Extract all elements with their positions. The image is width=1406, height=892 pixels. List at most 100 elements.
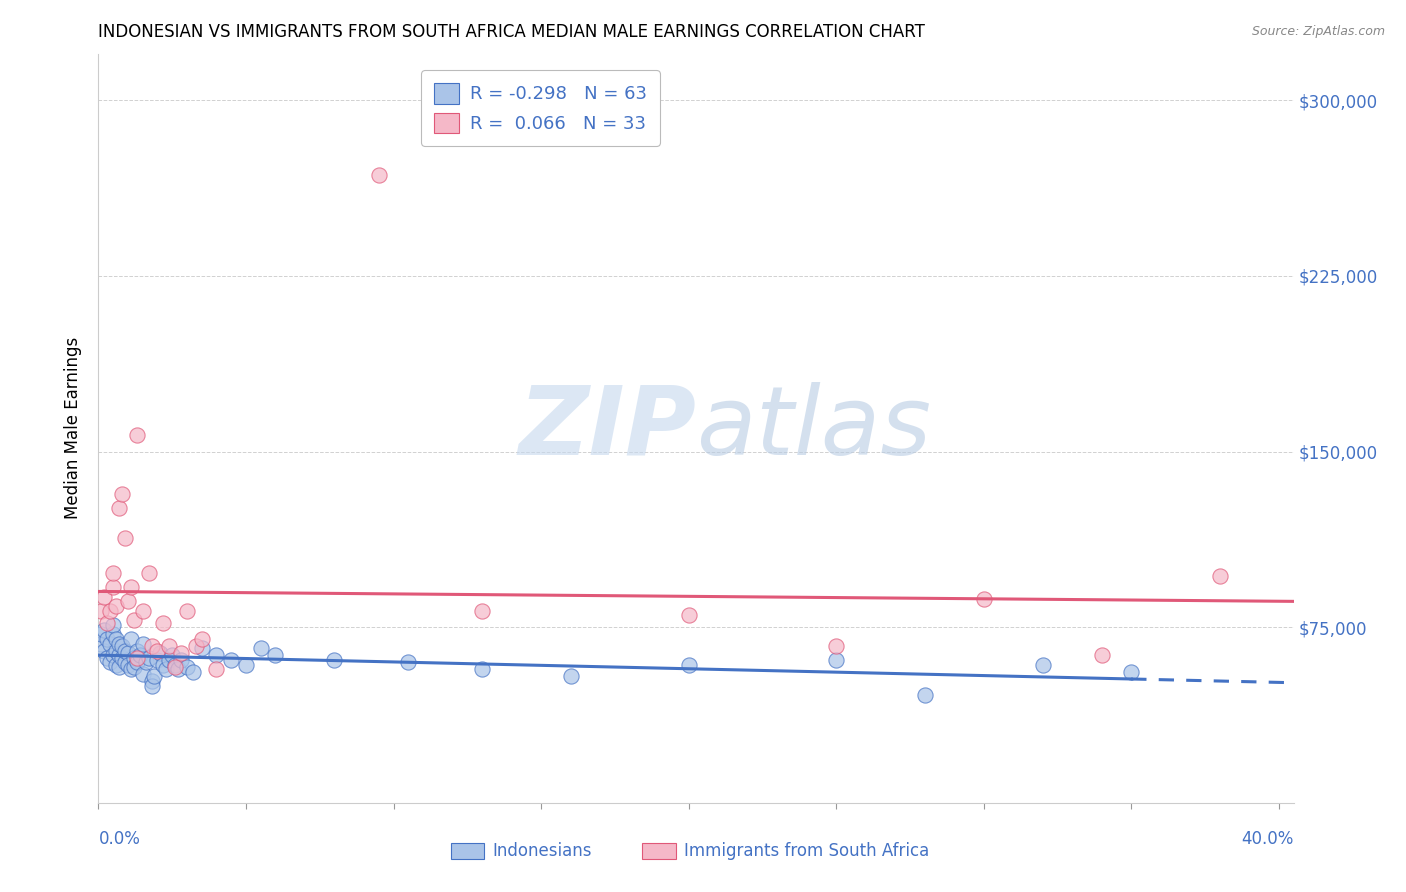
Point [108,660,131,674]
Point [678,657,700,672]
Point [152,657,174,672]
Point [93,643,115,657]
Point [101,566,124,581]
Point [111,650,134,665]
Point [108,500,131,515]
Point [138,566,160,581]
Text: ZIP: ZIP [517,382,696,475]
Point [235,657,257,672]
Point [114,531,136,545]
Point [122,660,145,674]
Point [152,615,174,630]
Point [471,604,494,618]
Point [111,487,134,501]
Point [93,623,115,637]
Point [219,653,242,667]
Text: Immigrants from South Africa: Immigrants from South Africa [685,842,929,860]
Point [1032,657,1054,672]
Point [105,599,128,614]
Point [973,592,995,607]
Point [1121,665,1143,679]
Point [181,665,204,679]
Point [122,650,145,665]
Point [1209,568,1232,582]
Point [190,632,212,646]
Point [825,653,848,667]
Text: Source: ZipAtlas.com: Source: ZipAtlas.com [1251,25,1385,38]
Point [146,643,169,657]
Point [264,648,287,663]
Point [367,169,389,183]
Point [111,639,134,653]
Point [120,632,142,646]
Point [165,660,187,674]
Point [249,641,271,656]
Point [93,590,115,604]
Point [131,667,153,681]
Point [105,632,128,646]
Point [135,655,157,669]
Point [98,655,121,669]
Point [825,639,848,653]
Point [914,688,936,702]
Point [108,648,131,663]
Point [155,662,177,676]
Point [205,662,228,676]
Point [141,679,163,693]
Point [560,669,582,683]
Point [101,648,124,663]
Text: Indonesians: Indonesians [494,842,592,860]
Point [105,643,128,657]
Point [96,650,118,665]
Point [149,646,172,660]
Point [205,648,228,663]
Point [128,648,150,663]
Point [131,604,153,618]
Point [117,594,139,608]
Point [90,637,112,651]
Bar [643,843,676,859]
Point [143,669,166,683]
Text: INDONESIAN VS IMMIGRANTS FROM SOUTH AFRICA MEDIAN MALE EARNINGS CORRELATION CHAR: INDONESIAN VS IMMIGRANTS FROM SOUTH AFRI… [98,23,925,41]
Point [157,639,180,653]
Point [170,653,193,667]
Point [114,655,136,669]
Point [1091,648,1114,663]
Point [396,655,419,669]
Point [170,646,193,660]
Point [90,627,112,641]
Point [96,615,118,630]
Point [141,639,163,653]
Bar [451,843,485,859]
Point [117,646,139,660]
Point [125,650,148,665]
Point [125,428,148,442]
Text: 40.0%: 40.0% [1241,830,1294,848]
Y-axis label: Median Male Earnings: Median Male Earnings [65,337,83,519]
Point [160,648,183,663]
Point [120,662,142,676]
Point [131,637,153,651]
Text: 0.0%: 0.0% [98,830,141,848]
Point [176,660,198,674]
Point [190,641,212,656]
Point [98,637,121,651]
Point [108,637,131,651]
Text: atlas: atlas [696,382,931,475]
Point [114,643,136,657]
Point [96,632,118,646]
Legend: R = -0.298   N = 63, R =  0.066   N = 33: R = -0.298 N = 63, R = 0.066 N = 33 [422,70,659,146]
Point [184,639,207,653]
Point [125,643,148,657]
Point [323,653,346,667]
Point [157,653,180,667]
Point [101,627,124,641]
Point [165,657,187,672]
Point [138,650,160,665]
Point [125,655,148,669]
Point [101,581,124,595]
Point [141,674,163,689]
Point [120,581,142,595]
Point [122,613,145,627]
Point [471,662,494,676]
